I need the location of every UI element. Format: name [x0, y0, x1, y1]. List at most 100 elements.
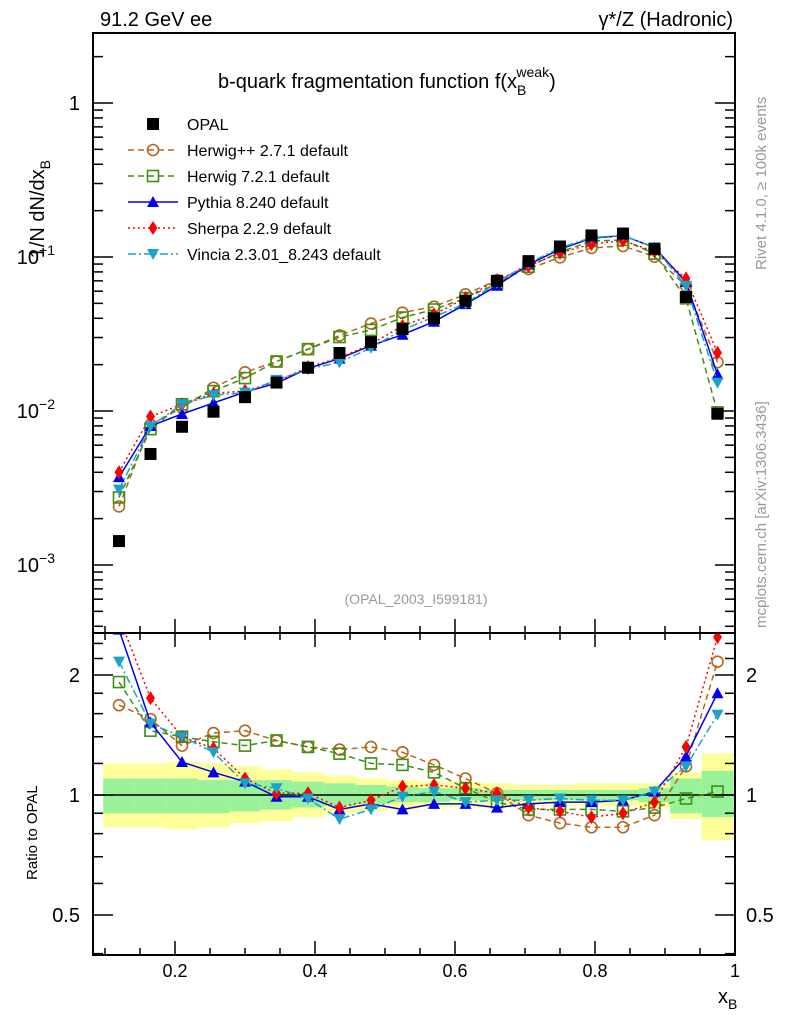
herwig-ratio-point — [270, 734, 283, 747]
legend-label: OPAL — [187, 117, 229, 134]
ratio-plot-frame — [92, 632, 736, 956]
vincia-point — [333, 357, 346, 369]
vincia-point — [680, 280, 692, 292]
sherpa-ratio-point — [115, 610, 124, 624]
opal-data-point — [113, 535, 125, 548]
herwigpp-line — [118, 245, 719, 507]
pythia-ratio-point — [396, 803, 409, 815]
legend-label: Herwig++ 2.7.1 default — [187, 143, 349, 160]
sherpa-point — [146, 409, 155, 424]
x-tick-label: 0.8 — [582, 961, 607, 981]
opal-data-point — [711, 407, 724, 420]
opal-data-point — [365, 336, 377, 349]
sherpa-ratio-point — [650, 795, 659, 810]
sherpa-ratio-point — [146, 691, 155, 706]
legend-marker — [147, 249, 159, 260]
herwig-ratio-point — [238, 739, 252, 752]
opal-data-point — [333, 347, 346, 360]
x-axis-label: xB — [718, 986, 737, 1012]
y-tick-label: 10−2 — [17, 396, 55, 423]
vincia-ratio-point — [113, 656, 125, 668]
opal-data-point — [491, 274, 503, 287]
x-tick-label: 0.6 — [442, 961, 467, 981]
sherpa-point — [713, 345, 722, 360]
ratio-tick-label-left: 1 — [69, 785, 80, 807]
herwig-ratio-point — [112, 675, 126, 689]
herwigpp-ratio-point — [711, 655, 724, 668]
uncertainty-band-inner — [103, 778, 136, 814]
legend-marker — [148, 221, 158, 235]
vincia-ratio-point — [176, 731, 188, 743]
herwig-ratio-point — [427, 766, 441, 779]
herwigpp-point — [270, 355, 283, 368]
legend-entry: OPAL — [147, 117, 229, 134]
legend-marker — [147, 118, 159, 130]
opal-data-point — [302, 361, 314, 374]
herwig-ratio-point — [679, 792, 693, 805]
rivet-label: Rivet 4.1.0, ≥ 100k events — [753, 97, 770, 270]
legend-marker — [147, 196, 159, 207]
legend-label: Pythia 8.240 default — [187, 195, 329, 212]
sherpa-ratio-point — [461, 781, 470, 796]
ratio-tick-label-right: 0.5 — [746, 905, 774, 927]
opal-data-point — [270, 376, 283, 389]
herwig-point — [333, 330, 346, 344]
herwigpp-ratio-point — [396, 745, 409, 759]
opal-data-point — [239, 391, 251, 404]
pythia-ratio-point — [491, 801, 503, 813]
herwig-point — [364, 323, 378, 337]
vincia-point — [207, 390, 220, 402]
y-tick-label: 10−1 — [17, 242, 55, 269]
x-tick-label: 1 — [730, 961, 740, 981]
herwigpp-ratio-point — [616, 820, 630, 834]
pythia-ratio-point — [711, 687, 724, 699]
herwigpp-ratio-point — [427, 758, 441, 772]
uncertainty-band-inner — [197, 780, 230, 814]
vincia-ratio-point — [680, 761, 692, 773]
herwig-ratio-point — [711, 785, 724, 798]
opal-data-point — [144, 447, 157, 460]
vincia-ratio-point — [396, 791, 409, 803]
y-tick-base: 10 — [17, 555, 39, 577]
sherpa-ratio-point — [681, 739, 691, 754]
pythia-ratio-point — [428, 797, 440, 809]
pythia-point — [711, 368, 724, 380]
y-tick-exponent: −1 — [39, 242, 55, 258]
opal-data-point — [207, 405, 220, 418]
herwig-ratio-point — [301, 740, 315, 754]
vincia-ratio-point — [207, 747, 220, 759]
herwig-ratio-point — [333, 747, 346, 760]
pythia-point — [207, 396, 220, 408]
legend-entry: Pythia 8.240 default — [128, 195, 329, 212]
sherpa-ratio-point — [555, 804, 565, 819]
sherpa-ratio-point — [587, 810, 596, 825]
vincia-ratio-point — [585, 795, 598, 807]
vincia-ratio-point — [302, 793, 314, 805]
vincia-ratio-point — [491, 795, 503, 807]
herwigpp-ratio-point — [238, 724, 252, 737]
pythia-ratio-line — [119, 633, 719, 811]
x-tick-label: 0.2 — [162, 961, 187, 981]
vincia-ratio-point — [144, 718, 157, 730]
vincia-ratio-point — [239, 778, 251, 790]
y-tick-label: 1 — [69, 93, 80, 115]
vincia-ratio-line — [118, 661, 719, 820]
ratio-tick-label-right: 2 — [746, 665, 757, 687]
legend-label: Vincia 2.3.01_8.243 default — [187, 247, 381, 264]
sherpa-point — [114, 465, 124, 480]
header-right: γ*/Z (Hadronic) — [599, 9, 733, 31]
opal-data-point — [617, 227, 629, 240]
legend-entry: Vincia 2.3.01_8.243 default — [128, 247, 381, 264]
ratio-tick-label-left: 2 — [69, 665, 80, 687]
legend-marker — [146, 169, 160, 183]
y-tick-base: 10 — [17, 401, 39, 423]
herwigpp-point — [364, 317, 378, 330]
legend-marker — [146, 143, 160, 157]
uncertainty-band-inner — [134, 778, 167, 814]
vincia-ratio-point — [333, 814, 346, 826]
opal-data-point — [428, 312, 440, 325]
opal-data-point — [459, 294, 472, 307]
herwigpp-ratio-point — [207, 726, 220, 740]
